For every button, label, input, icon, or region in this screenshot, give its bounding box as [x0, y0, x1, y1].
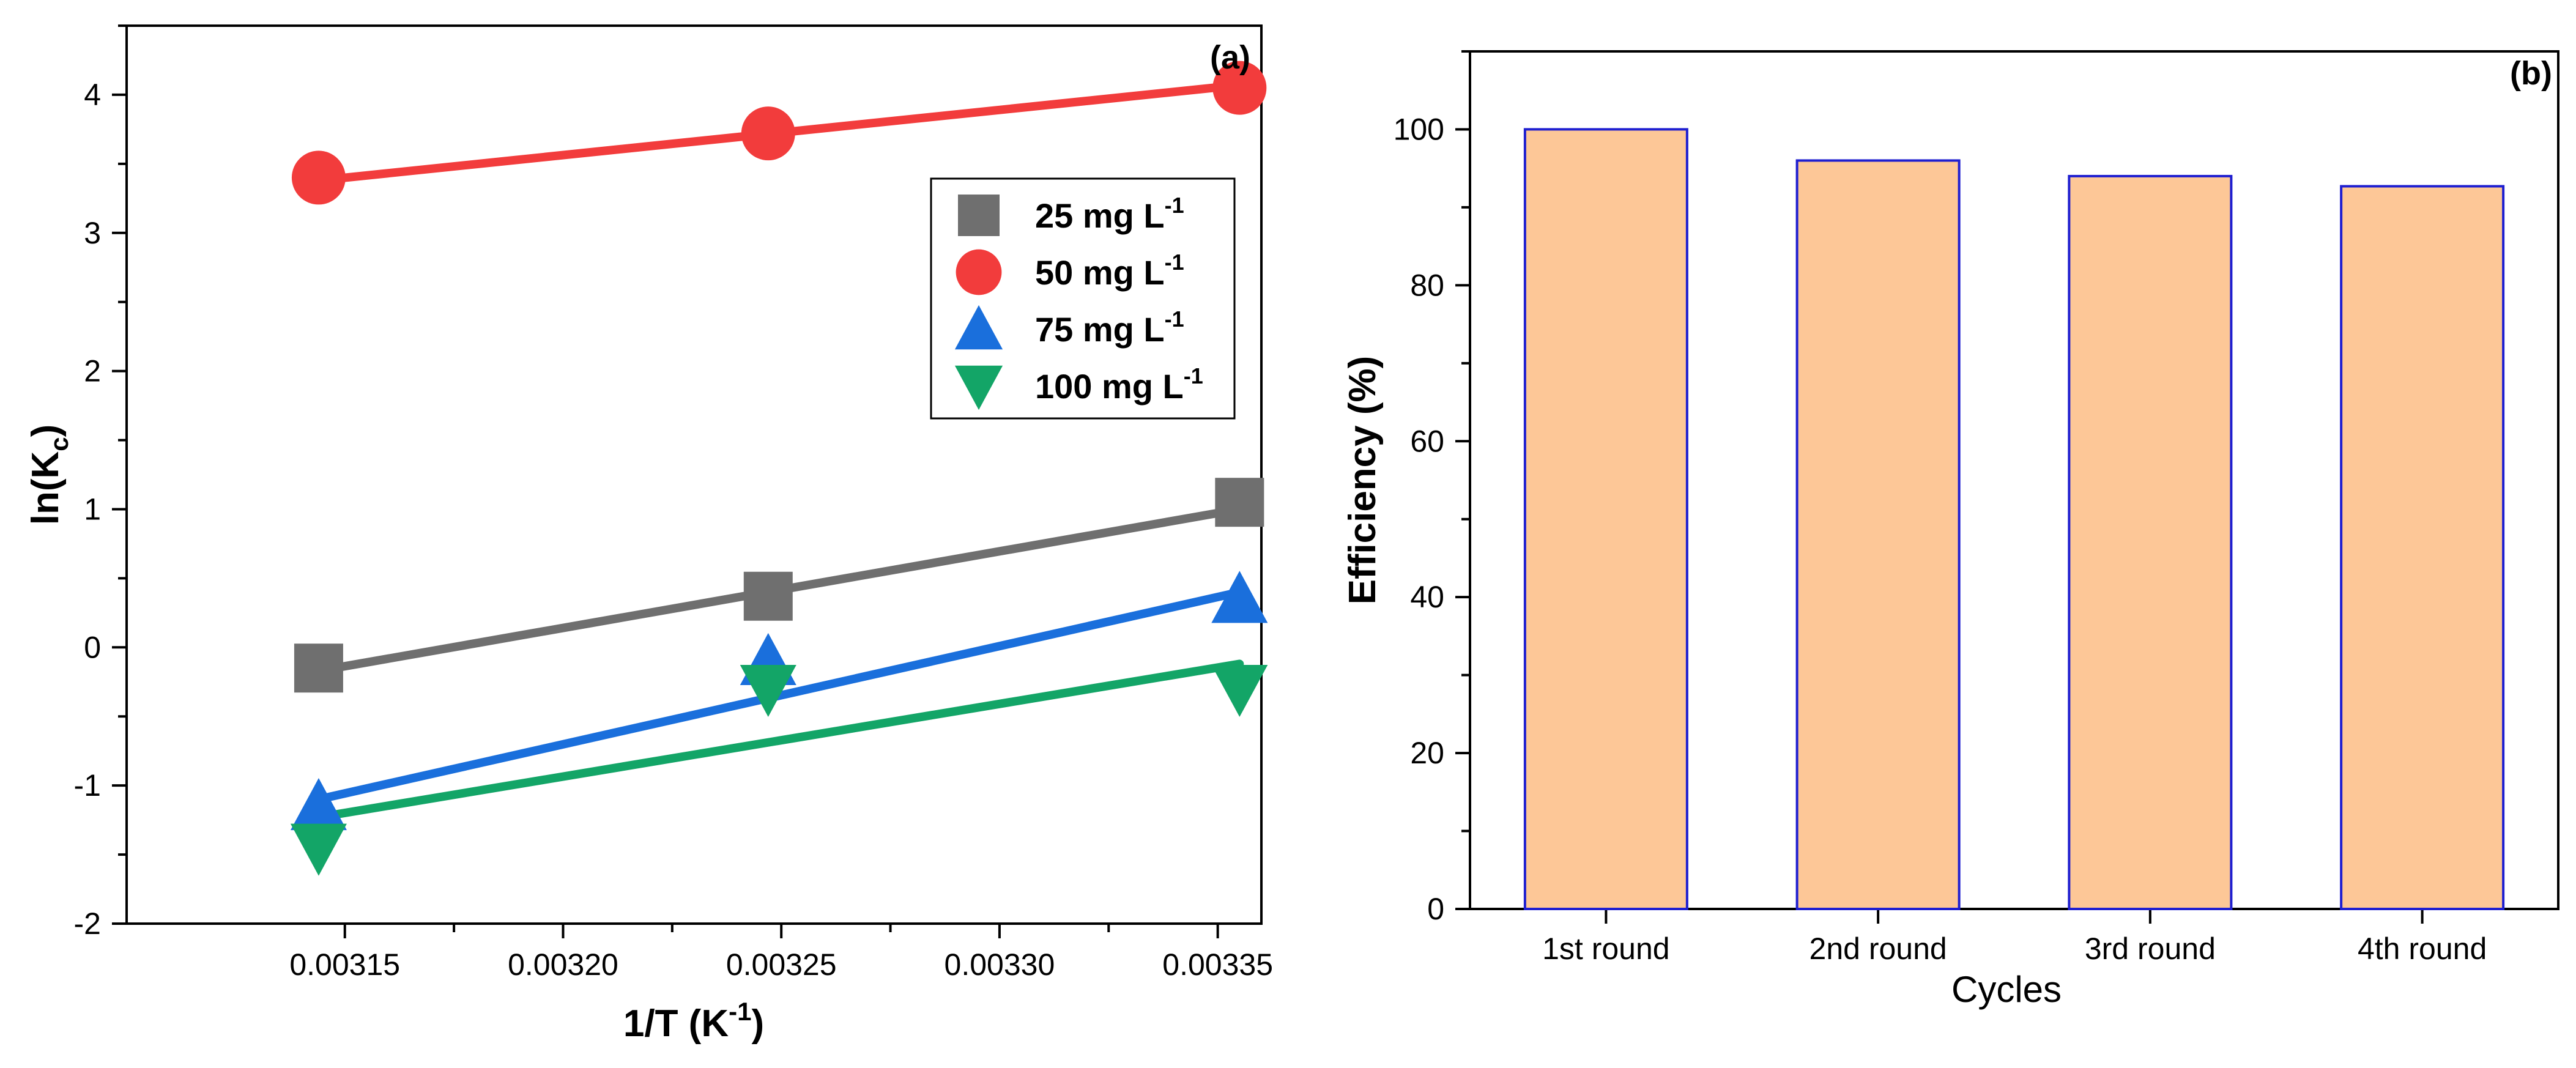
legend-label-50: 50 mg L-1: [1035, 250, 1184, 292]
category-label: 2nd round: [1810, 932, 1947, 966]
legend-marker-1: [956, 249, 1002, 295]
bar-1: [1523, 128, 1688, 910]
panel-a-x-axis-title: 1/T (K-1): [623, 997, 764, 1045]
panel-b-chart: 0 20 40 60 80 100 1st round 2nd round 3rd round 4…: [1342, 50, 2559, 1010]
panel-b-frame: [1469, 50, 2559, 910]
category-label: 4th round: [2358, 932, 2487, 966]
panel-a-frame: [125, 24, 1263, 925]
data-point-series-1: [1212, 61, 1267, 115]
bar-4: [2340, 185, 2505, 911]
bar-3: [2068, 174, 2233, 911]
y-tick-label: 20: [1410, 736, 1444, 770]
category-label: 3rd round: [2085, 932, 2216, 966]
x-tick-label: 0.00315: [289, 947, 400, 982]
panel-a-chart: 0.00315 0.00320 0.00325 0.00330 0.00335 -2 -1 0…: [24, 24, 1273, 1045]
data-point-series-3: [740, 664, 796, 718]
panel-a-legend: 25 mg L-1 50 mg L-1 75 mg L-1 100 mg L-1: [930, 177, 1236, 420]
y-tick-label: 3: [84, 216, 101, 250]
y-tick-label: 0: [1427, 892, 1444, 926]
legend-markers: [954, 195, 1003, 410]
data-point-series-2: [290, 778, 347, 831]
x-tick-label: 0.00330: [945, 947, 1055, 982]
y-tick-label: -1: [74, 768, 101, 803]
panel-b-bars: [1523, 128, 2505, 911]
legend-label-75: 75 mg L-1: [1035, 306, 1184, 349]
x-tick-label: 0.00320: [508, 947, 618, 982]
panel-a-ticks: 0.00315 0.00320 0.00325 0.00330 0.00335 -2 -1 0…: [74, 24, 1273, 982]
y-tick-label: 80: [1410, 268, 1444, 302]
y-tick-label: -2: [74, 907, 101, 941]
data-point-series-1: [291, 150, 346, 205]
panel-a-y-axis-title: ln(Kc): [24, 425, 73, 525]
data-point-series-3: [290, 823, 347, 876]
data-point-series-0: [294, 643, 343, 693]
data-point-series-2: [1211, 571, 1268, 623]
panel-b-ticks: 0 20 40 60 80 100 1st round 2nd round 3rd round 4…: [1394, 50, 2487, 966]
legend-marker-3: [954, 365, 1003, 410]
panel-b-x-axis-title: Cycles: [1951, 969, 2062, 1010]
y-tick-label: 100: [1394, 112, 1444, 146]
legend-label-100: 100 mg L-1: [1035, 363, 1203, 406]
data-point-series-0: [1215, 478, 1264, 527]
category-label: 1st round: [1542, 932, 1669, 966]
legend-label-25: 25 mg L-1: [1035, 193, 1184, 235]
x-tick-label: 0.00335: [1162, 947, 1273, 982]
y-tick-label: 2: [84, 354, 101, 388]
legend-marker-2: [954, 305, 1003, 350]
legend-marker-0: [958, 195, 1000, 236]
data-point-series-3: [1211, 664, 1268, 718]
panel-a-label: (a): [1210, 39, 1250, 76]
x-tick-label: 0.00325: [726, 947, 837, 982]
y-tick-label: 1: [84, 492, 101, 526]
data-point-series-0: [743, 571, 793, 621]
bar-2: [1795, 159, 1961, 910]
data-point-series-1: [741, 106, 795, 161]
panel-b-y-axis-title: Efficiency (%): [1342, 356, 1384, 605]
panel-b-label: (b): [2510, 55, 2552, 92]
fit-line-series-3: [314, 659, 1244, 822]
y-tick-label: 0: [84, 630, 101, 664]
y-tick-label: 60: [1410, 424, 1444, 458]
y-tick-label: 40: [1410, 580, 1444, 614]
panel-a-points: [290, 61, 1268, 876]
y-tick-label: 4: [84, 78, 101, 112]
